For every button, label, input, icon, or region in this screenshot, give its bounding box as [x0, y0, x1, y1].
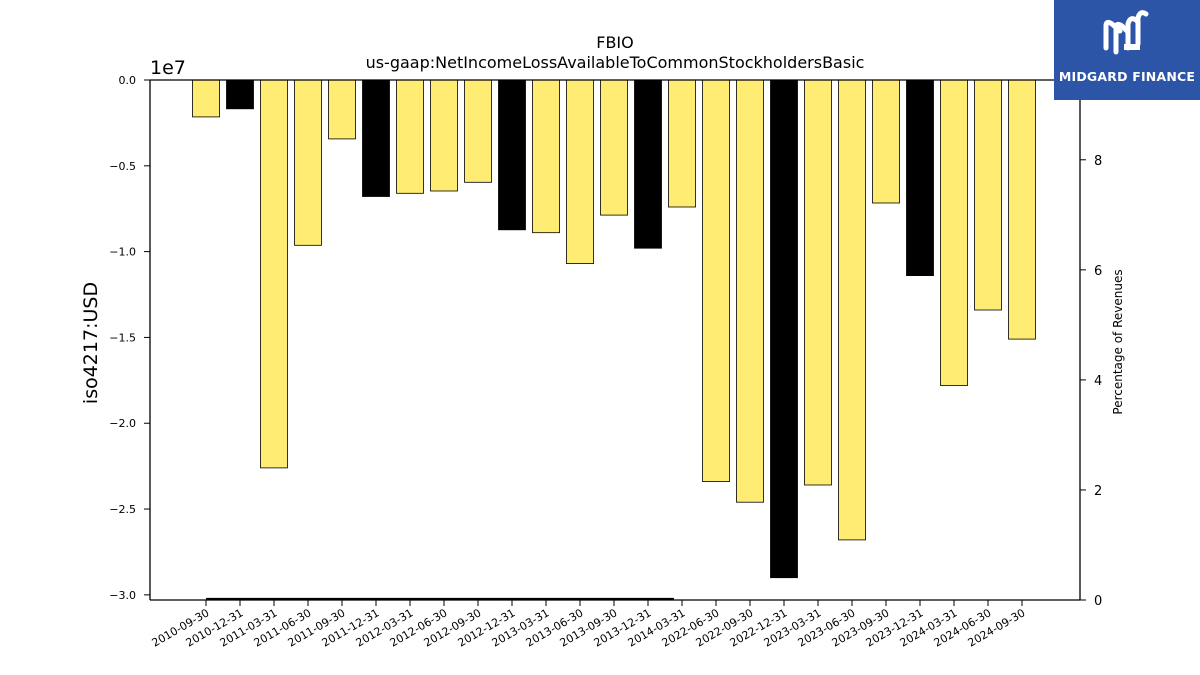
- bar-2023-06-30: [838, 79, 866, 541]
- y2-tick-label: 4: [1094, 374, 1102, 389]
- bar-2011-09-30: [328, 79, 356, 140]
- logo-text: MIDGARD FINANCE: [1058, 69, 1196, 84]
- y-tick-label: −1.0: [109, 246, 136, 259]
- bar-2012-12-31: [498, 79, 526, 231]
- bar-2024-03-31: [940, 79, 968, 386]
- bar-2010-09-30: [192, 79, 220, 118]
- bar-2013-06-30: [566, 79, 594, 265]
- bar-2013-03-31: [532, 79, 560, 234]
- bar-2011-06-30: [294, 79, 322, 246]
- bar-2022-12-31: [770, 79, 798, 579]
- bar-2014-03-31: [668, 79, 696, 208]
- logo-mark-icon: [1103, 10, 1149, 55]
- y2-tick-label: 6: [1094, 264, 1102, 279]
- y-tick-label: 0.0: [119, 74, 137, 87]
- bar-2023-03-31: [804, 79, 832, 486]
- bar-2011-03-31: [260, 79, 288, 469]
- bar-2013-12-31: [634, 79, 662, 249]
- bar-2022-09-30: [736, 79, 764, 503]
- y-tick-label: −2.0: [109, 417, 136, 430]
- bar-2013-09-30: [600, 79, 628, 216]
- y2-tick-label: 2: [1094, 484, 1102, 499]
- bar-2023-09-30: [872, 79, 900, 204]
- bar-2011-12-31: [362, 79, 390, 197]
- bar-2024-06-30: [974, 79, 1002, 311]
- y2-tick-label: 8: [1094, 154, 1102, 169]
- bar-2012-09-30: [464, 79, 492, 183]
- y-tick-label: −1.5: [109, 331, 136, 344]
- bar-2023-12-31: [906, 79, 934, 277]
- y-tick-label: −3.0: [109, 589, 136, 602]
- bar-2024-09-30: [1008, 79, 1036, 340]
- bar-2012-03-31: [396, 79, 424, 194]
- bar-2010-12-31: [226, 79, 254, 110]
- y2-axis-label: Percentage of Revenues: [1111, 269, 1125, 414]
- midgard-finance-logo: MIDGARD FINANCE: [1054, 0, 1200, 100]
- y-offset-label: 1e7: [150, 57, 186, 79]
- y2-tick-label: 0: [1094, 594, 1102, 609]
- bar-2012-06-30: [430, 79, 458, 192]
- bar-2022-06-30: [702, 79, 730, 483]
- y-axis-label: iso4217:USD: [80, 282, 102, 404]
- y-tick-label: −2.5: [109, 503, 136, 516]
- chart-title: FBIO: [596, 33, 634, 52]
- chart-subtitle: us-gaap:NetIncomeLossAvailableToCommonSt…: [366, 53, 865, 72]
- y-tick-label: −0.5: [109, 160, 136, 173]
